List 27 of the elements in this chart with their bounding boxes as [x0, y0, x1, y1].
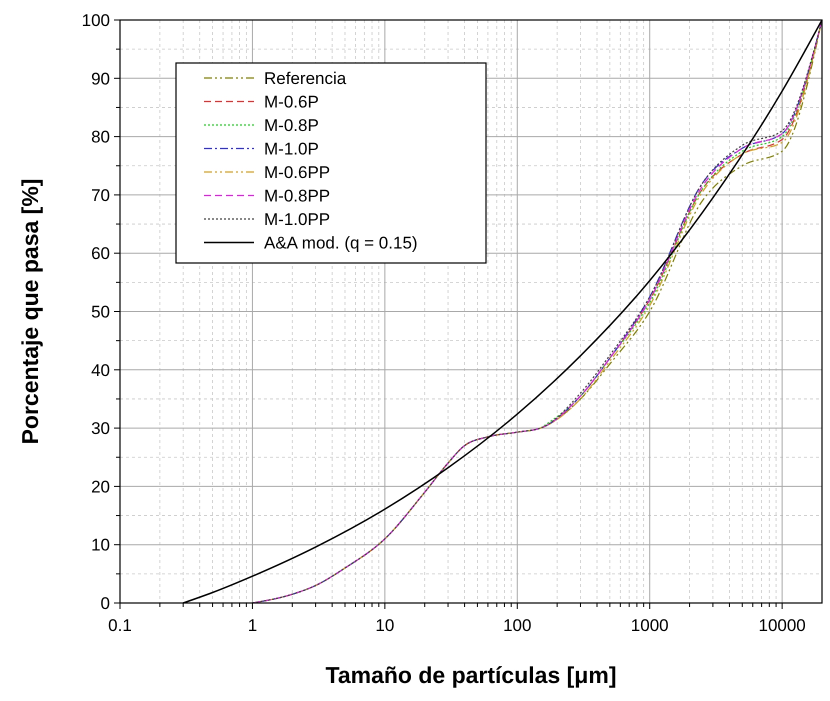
y-tick-label: 80	[91, 128, 110, 147]
y-axis-title: Porcentaje que pasa [%]	[17, 178, 43, 444]
y-tick-label: 90	[91, 69, 110, 88]
legend-label: M-1.0PP	[264, 210, 330, 229]
legend-label: M-0.6PP	[264, 163, 330, 182]
y-tick-label: 40	[91, 360, 110, 380]
x-tick-label: 100	[503, 616, 532, 635]
y-tick-label: 100	[82, 11, 110, 30]
x-tick-label: 1000	[630, 616, 669, 635]
legend-label: M-0.8P	[264, 116, 319, 135]
legend-label: M-1.0P	[264, 140, 319, 158]
y-tick-label: 60	[91, 244, 110, 264]
legend-label: Referencia	[264, 69, 347, 88]
x-tick-label: 1	[248, 616, 258, 635]
x-tick-label: 0.1	[108, 616, 132, 635]
y-tick-label: 20	[91, 477, 110, 496]
y-tick-label: 50	[91, 302, 110, 322]
y-tick-label: 70	[91, 186, 110, 205]
y-tick-label: 0	[100, 594, 110, 613]
y-tick-label: 10	[91, 536, 110, 555]
x-axis-title: Tamaño de partículas [μm]	[326, 662, 616, 688]
y-tick-label: 30	[91, 419, 110, 438]
legend-label: M-0.6P	[264, 92, 319, 112]
x-tick-label: 10	[375, 616, 394, 635]
legend-label: M-0.8PP	[264, 186, 330, 206]
legend-label: A&A mod. (q = 0.15)	[264, 234, 418, 252]
x-tick-label: 10000	[758, 616, 806, 635]
